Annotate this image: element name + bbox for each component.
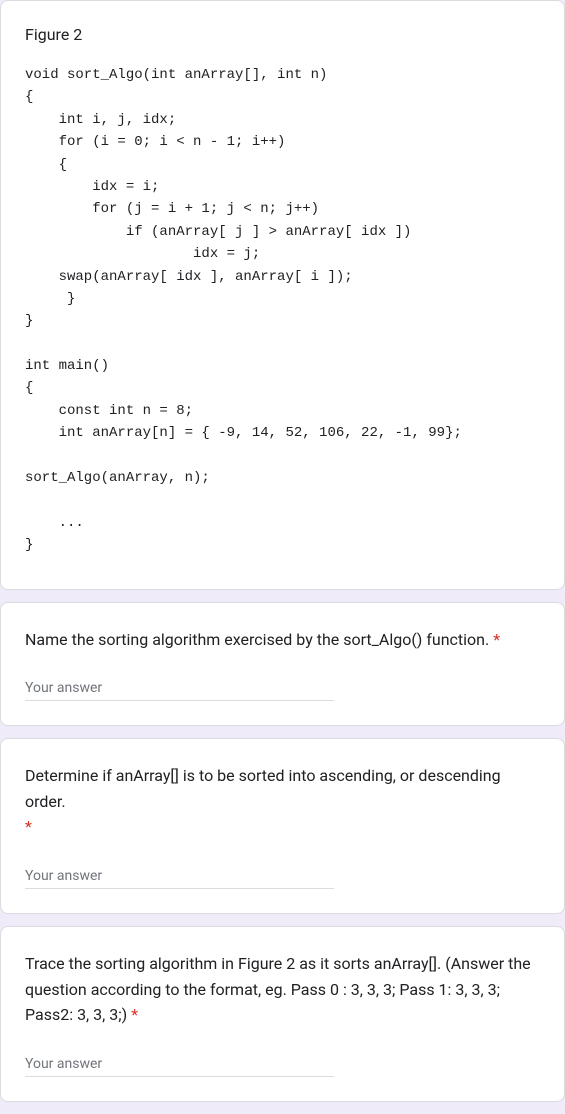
question-3-label: Trace the sorting algorithm in Figure 2 …: [25, 954, 531, 1024]
code-block: void sort_Algo(int anArray[], int n) { i…: [25, 64, 540, 557]
required-indicator: *: [131, 1005, 138, 1024]
question-2-input[interactable]: [25, 864, 334, 889]
question-1-card: Name the sorting algorithm exercised by …: [0, 602, 565, 727]
required-indicator: *: [25, 817, 32, 836]
question-2-card: Determine if anArray[] is to be sorted i…: [0, 738, 565, 914]
question-3-input[interactable]: [25, 1052, 334, 1077]
question-1-input[interactable]: [25, 676, 334, 701]
question-3-card: Trace the sorting algorithm in Figure 2 …: [0, 926, 565, 1102]
question-1-text: Name the sorting algorithm exercised by …: [25, 627, 540, 653]
required-indicator: *: [493, 630, 500, 649]
question-2-label: Determine if anArray[] is to be sorted i…: [25, 766, 501, 811]
question-3-text: Trace the sorting algorithm in Figure 2 …: [25, 951, 540, 1028]
question-1-label: Name the sorting algorithm exercised by …: [25, 630, 493, 649]
question-2-text: Determine if anArray[] is to be sorted i…: [25, 763, 540, 840]
figure-card: Figure 2 void sort_Algo(int anArray[], i…: [0, 0, 565, 590]
figure-title: Figure 2: [25, 25, 540, 44]
